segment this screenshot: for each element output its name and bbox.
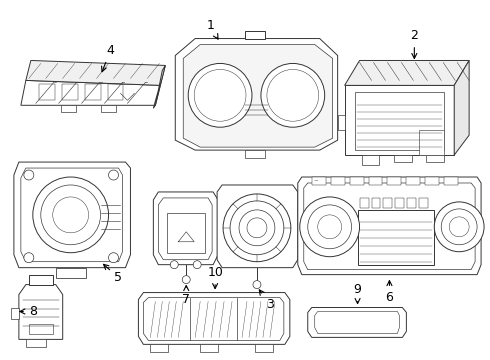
- Circle shape: [33, 177, 108, 253]
- Polygon shape: [217, 185, 298, 268]
- Circle shape: [441, 209, 477, 245]
- Circle shape: [434, 202, 484, 252]
- Polygon shape: [144, 298, 284, 340]
- Circle shape: [230, 201, 284, 255]
- Circle shape: [108, 170, 119, 180]
- Polygon shape: [21, 80, 160, 105]
- Circle shape: [318, 215, 342, 239]
- Polygon shape: [360, 198, 368, 208]
- Polygon shape: [138, 293, 290, 345]
- Circle shape: [223, 194, 291, 262]
- Polygon shape: [344, 60, 469, 85]
- Polygon shape: [426, 155, 444, 162]
- Circle shape: [53, 197, 89, 233]
- Polygon shape: [304, 183, 475, 270]
- Polygon shape: [371, 198, 380, 208]
- Circle shape: [108, 253, 119, 263]
- Polygon shape: [368, 177, 383, 185]
- Polygon shape: [100, 105, 116, 112]
- Polygon shape: [200, 345, 218, 352]
- Polygon shape: [167, 213, 205, 253]
- Text: 1: 1: [206, 19, 218, 39]
- Circle shape: [193, 261, 201, 269]
- Text: 2: 2: [411, 29, 418, 58]
- Polygon shape: [29, 275, 53, 285]
- Circle shape: [188, 63, 252, 127]
- Circle shape: [300, 197, 360, 257]
- Circle shape: [182, 276, 190, 284]
- Polygon shape: [349, 177, 364, 185]
- Polygon shape: [312, 177, 326, 185]
- Polygon shape: [344, 85, 454, 155]
- Polygon shape: [245, 31, 265, 39]
- Polygon shape: [183, 45, 333, 147]
- Polygon shape: [26, 339, 46, 347]
- Polygon shape: [175, 39, 338, 150]
- Circle shape: [41, 185, 100, 245]
- Polygon shape: [395, 198, 404, 208]
- Text: 10: 10: [207, 266, 223, 289]
- Polygon shape: [331, 177, 344, 185]
- Circle shape: [267, 69, 318, 121]
- Polygon shape: [425, 177, 439, 185]
- Polygon shape: [406, 177, 420, 185]
- Polygon shape: [11, 307, 19, 319]
- Polygon shape: [384, 198, 392, 208]
- Polygon shape: [19, 285, 63, 339]
- Circle shape: [247, 218, 267, 238]
- Polygon shape: [26, 60, 165, 85]
- Polygon shape: [394, 155, 413, 162]
- Polygon shape: [56, 268, 86, 278]
- Polygon shape: [315, 311, 399, 333]
- Circle shape: [171, 261, 178, 269]
- Polygon shape: [255, 345, 273, 352]
- Circle shape: [261, 63, 325, 127]
- Text: 9: 9: [354, 283, 362, 303]
- Circle shape: [253, 280, 261, 289]
- Text: 8: 8: [20, 305, 37, 318]
- Polygon shape: [419, 130, 444, 155]
- Circle shape: [239, 210, 275, 246]
- Text: 5: 5: [103, 264, 122, 284]
- Circle shape: [24, 253, 34, 263]
- Polygon shape: [355, 92, 444, 150]
- Circle shape: [194, 69, 246, 121]
- Polygon shape: [153, 192, 218, 265]
- Text: 6: 6: [386, 281, 393, 304]
- Polygon shape: [21, 168, 122, 262]
- Circle shape: [449, 217, 469, 237]
- Text: 3: 3: [259, 290, 274, 311]
- Polygon shape: [153, 66, 165, 108]
- Text: 4: 4: [101, 44, 115, 72]
- Polygon shape: [454, 60, 469, 155]
- Polygon shape: [338, 115, 344, 130]
- Polygon shape: [358, 210, 434, 265]
- Polygon shape: [308, 307, 406, 337]
- Polygon shape: [14, 162, 130, 268]
- Polygon shape: [444, 177, 458, 185]
- Text: 7: 7: [182, 285, 190, 306]
- Circle shape: [308, 205, 352, 249]
- Polygon shape: [298, 177, 481, 275]
- Text: ~: ~: [314, 179, 318, 184]
- Circle shape: [24, 170, 34, 180]
- Polygon shape: [29, 324, 53, 334]
- Polygon shape: [245, 150, 265, 158]
- Polygon shape: [150, 345, 168, 352]
- Polygon shape: [61, 105, 75, 112]
- Polygon shape: [158, 198, 212, 260]
- Polygon shape: [407, 198, 416, 208]
- Polygon shape: [419, 198, 428, 208]
- Polygon shape: [362, 155, 379, 165]
- Polygon shape: [388, 177, 401, 185]
